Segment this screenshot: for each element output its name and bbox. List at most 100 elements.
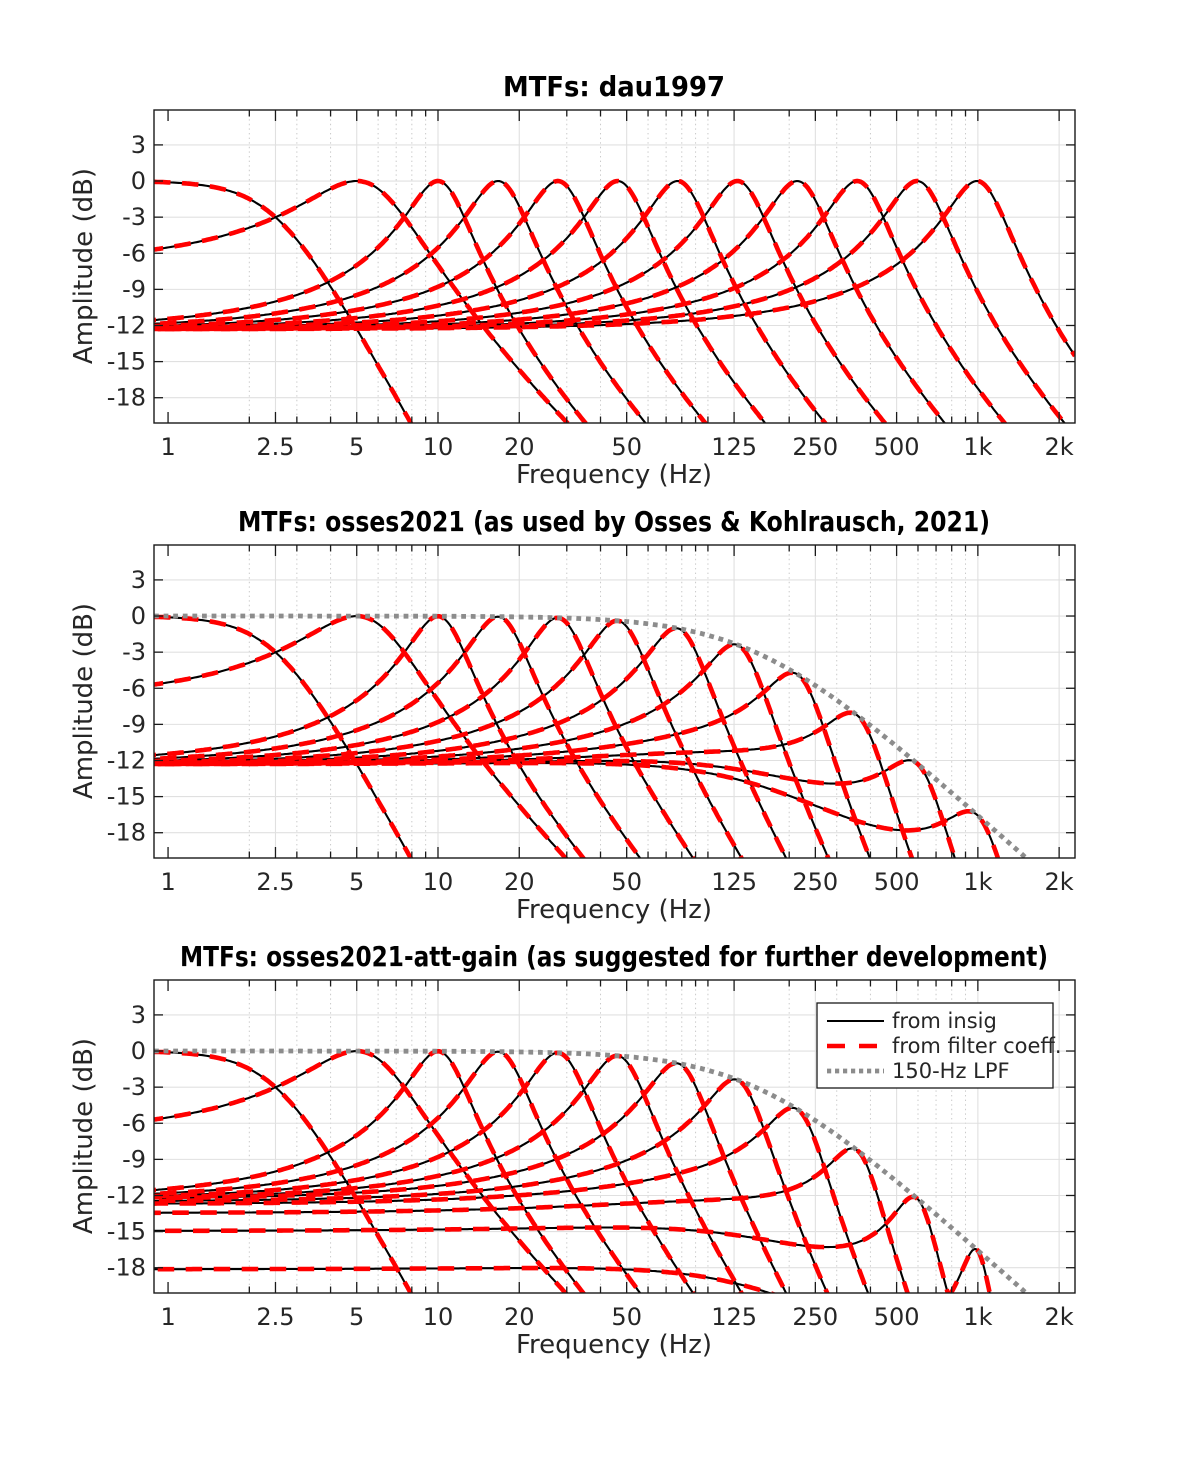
- grid-dau1997: [154, 110, 1075, 423]
- x-tick-label: 2k: [1045, 1303, 1074, 1331]
- axes-box: [153, 979, 1076, 1294]
- x-tick-label: 50: [611, 1303, 642, 1331]
- y-tick-label: 0: [131, 602, 146, 630]
- curve-coeff-bp-357.1hz: [154, 178, 1008, 423]
- x-tick-label: 2k: [1045, 868, 1074, 896]
- grid-osses2021: [154, 545, 1075, 858]
- chart3-ylabel: Amplitude (dB): [69, 1038, 99, 1234]
- curve-coeff-bp-77.2hz: [154, 178, 828, 423]
- x-tick-label: 125: [711, 868, 757, 896]
- chart1-title: MTFs: dau1997: [503, 70, 725, 103]
- y-tick-label: 3: [131, 131, 146, 159]
- curve-coeff-bp-992hz: [154, 760, 1001, 858]
- curve-coeff-bp-46.3hz: [154, 618, 745, 858]
- curve-coeff-bp-46.3hz: [154, 178, 769, 423]
- y-tick-label: -18: [107, 819, 146, 847]
- curve-coeff-bp-16.7hz: [154, 178, 649, 423]
- curve-coeff-bp-27.8hz: [154, 615, 696, 858]
- x-tick-label: 5: [349, 433, 364, 461]
- curve-coeff-bp-5hz: [154, 613, 569, 858]
- y-tick-label: 0: [131, 1037, 146, 1065]
- curve-insig-bp-357.1hz: [154, 1147, 909, 1293]
- curve-envelope-150hz-lpf: [154, 1048, 1030, 1293]
- y-tick-label: -9: [122, 1145, 146, 1173]
- chart2-title: MTFs: osses2021 (as used by Osses & Kohl…: [238, 505, 990, 538]
- x-tick-label: 2.5: [256, 868, 294, 896]
- axes-box: [153, 544, 1076, 859]
- curve-coeff-bp-992hz: [154, 178, 1075, 358]
- chart2-xlabel: Frequency (Hz): [516, 895, 712, 925]
- y-tick-label: -18: [107, 1254, 146, 1282]
- curves-dau1997: [154, 178, 1075, 423]
- x-tick-label: 2.5: [256, 433, 294, 461]
- y-tick-label: -15: [107, 783, 146, 811]
- legend-box: [816, 1002, 1054, 1089]
- x-tick-label: 20: [504, 433, 535, 461]
- x-tick-label: 1: [160, 433, 175, 461]
- x-tick-label: 1: [160, 868, 175, 896]
- axes-osses2021-att-gain: [153, 979, 1076, 1294]
- x-tick-label: 50: [611, 433, 642, 461]
- chart3-title: MTFs: osses2021-att-gain (as suggested f…: [180, 940, 1048, 973]
- chart-osses2021-att-gain: 1 2.5 5 10 20 50 125 250 500 1k 2k 3 0 -3 -6 -9 -12 -15 -1…: [107, 979, 1076, 1331]
- y-tick-label: -12: [107, 1181, 146, 1209]
- y-tick-label: -12: [107, 746, 146, 774]
- curve-coeff-bp-77.2hz: [154, 1060, 789, 1293]
- legend-label: from insig: [892, 1009, 997, 1033]
- curve-coeff-bp-16.7hz: [154, 614, 643, 858]
- curve-coeff-bp-214.3hz: [154, 1105, 871, 1293]
- x-tick-label: 125: [711, 1303, 757, 1331]
- curve-coeff-bp-595.2hz: [154, 1194, 951, 1293]
- x-tick-label: 10: [423, 1303, 454, 1331]
- curve-insig-bp-128.6hz: [154, 643, 830, 858]
- y-tick-label: -6: [122, 674, 146, 702]
- axes-box: [153, 109, 1076, 424]
- x-tick-label: 1k: [963, 433, 992, 461]
- y-tick-label: 3: [131, 566, 146, 594]
- x-tick-label: 500: [874, 1303, 920, 1331]
- y-tick-label: -15: [107, 1218, 146, 1246]
- x-tick-label: 2k: [1045, 433, 1074, 461]
- y-tick-label: -3: [122, 1073, 146, 1101]
- x-tick-label: 1k: [963, 1303, 992, 1331]
- curve-coeff-bp-128.6hz: [154, 642, 831, 858]
- y-tick-label: -6: [122, 239, 146, 267]
- curve-coeff-bp-27.8hz: [154, 1050, 696, 1293]
- curve-coeff-bp-10hz: [154, 178, 589, 423]
- curve-envelope-150hz-lpf: [154, 613, 1030, 858]
- y-tick-label: -3: [122, 203, 146, 231]
- curve-coeff-bp-10hz: [154, 614, 587, 858]
- x-tick-label: 250: [792, 1303, 838, 1331]
- x-tick-label: 5: [349, 1303, 364, 1331]
- y-tick-label: -6: [122, 1109, 146, 1137]
- x-tick-label: 250: [792, 868, 838, 896]
- x-tick-label: 50: [611, 868, 642, 896]
- y-tick-label: -3: [122, 638, 146, 666]
- chart2-ylabel: Amplitude (dB): [69, 603, 99, 799]
- y-tick-label: -15: [107, 348, 146, 376]
- chart1-xlabel: Frequency (Hz): [516, 460, 712, 490]
- x-tick-label: 20: [504, 1303, 535, 1331]
- tick-labels-osses2021: 1 2.5 5 10 20 50 125 250 500 1k 2k 3 0 -3 -6 -9 -12 -15 -1…: [107, 566, 1074, 896]
- x-tick-label: 2.5: [256, 1303, 294, 1331]
- x-tick-label: 250: [792, 433, 838, 461]
- x-tick-label: 5: [349, 868, 364, 896]
- axes-dau1997: [153, 109, 1076, 424]
- y-tick-label: 3: [131, 1001, 146, 1029]
- chart1-ylabel: Amplitude (dB): [69, 168, 99, 364]
- y-tick-label: -9: [122, 710, 146, 738]
- x-tick-label: 1k: [963, 868, 992, 896]
- curve-coeff-bp-16.7hz: [154, 1049, 643, 1293]
- curve-coeff-bp-128.6hz: [154, 178, 888, 423]
- legend-label: 150-Hz LPF: [892, 1059, 1010, 1083]
- curve-coeff-lowpass-2.5hz: [154, 179, 414, 423]
- curve-coeff-lowpass-2.5hz: [154, 1049, 414, 1293]
- curves-osses2021-att-gain: [154, 1048, 1030, 1293]
- chart-dau1997: 1 2.5 5 10 20 50 125 250 500 1k 2k 3 0 -3 -6 -9 -12 -15 -1…: [107, 109, 1076, 461]
- tick-labels-dau1997: 1 2.5 5 10 20 50 125 250 500 1k 2k 3 0 -3 -6 -9 -12 -15 -1…: [107, 131, 1074, 461]
- tick-labels-osses2021-att-gain: 1 2.5 5 10 20 50 125 250 500 1k 2k 3 0 -3 -6 -9 -12 -15 -1…: [107, 1001, 1074, 1331]
- curve-coeff-bp-5hz: [154, 178, 571, 423]
